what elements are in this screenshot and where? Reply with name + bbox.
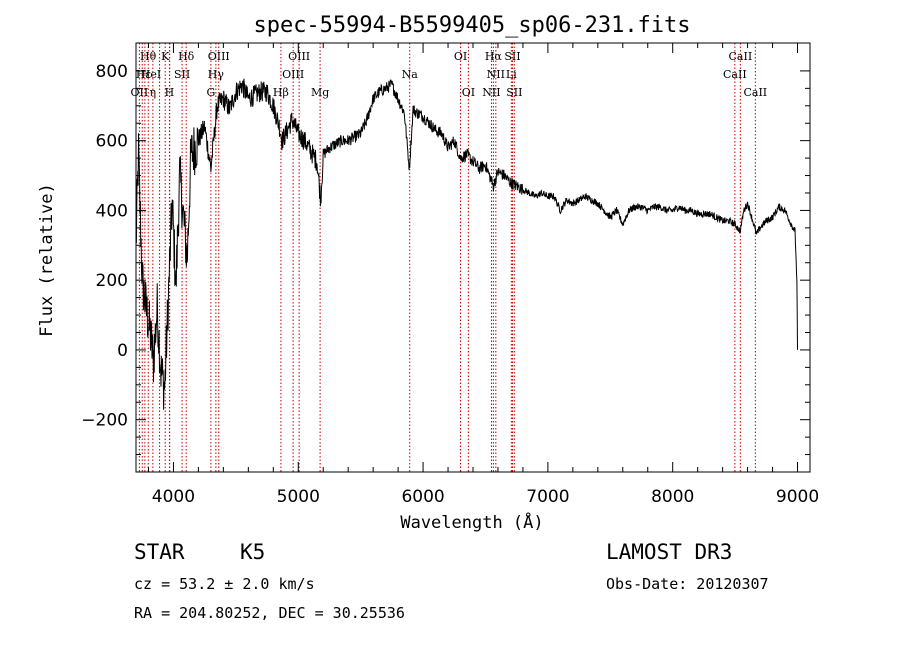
line-label: OI xyxy=(462,86,475,99)
line-label: OII xyxy=(131,86,149,99)
line-label: Na xyxy=(402,68,419,81)
line-label: Hβ xyxy=(273,86,289,99)
line-label: K xyxy=(161,50,170,63)
line-label: SII xyxy=(174,68,190,81)
spectrum-line xyxy=(135,78,798,410)
line-label: OIII xyxy=(208,50,230,63)
line-label: OI xyxy=(454,50,467,63)
y-tick-label: 0 xyxy=(117,341,128,361)
line-label: H xyxy=(165,86,175,99)
line-label: SII xyxy=(506,86,522,99)
spectrum-chart: spec-55994-B5599405_sp06-231.fits Hθ OII H… xyxy=(37,13,819,533)
x-tick-label: 8000 xyxy=(651,487,694,507)
plot-frame xyxy=(135,42,811,473)
y-tick-label: 400 xyxy=(96,201,128,221)
line-label: G xyxy=(206,86,215,99)
object-subclass: K5 xyxy=(240,540,266,564)
line-label: Li xyxy=(506,68,517,81)
emission-line-markers xyxy=(138,43,756,472)
line-label: OIII xyxy=(288,50,310,63)
object-class: STAR xyxy=(134,540,185,564)
observation-date: Obs-Date: 20120307 xyxy=(606,575,769,593)
x-axis-label: Wavelength (Å) xyxy=(400,511,543,533)
x-tick-label: 4000 xyxy=(152,487,195,507)
line-label: NII xyxy=(487,68,505,81)
x-tick-label: 9000 xyxy=(776,487,819,507)
line-label: NII xyxy=(482,86,500,99)
line-label: CaII xyxy=(729,50,753,63)
line-label: SII xyxy=(504,50,520,63)
survey-name: LAMOST DR3 xyxy=(606,540,733,564)
line-label: CaII xyxy=(743,86,767,99)
y-tick-label: −200 xyxy=(81,411,128,431)
line-label: CaII xyxy=(723,68,747,81)
axis-ticks: 4000 5000 6000 7000 8000 9000 −200 0 200 400 600 80… xyxy=(81,43,819,507)
y-tick-label: 200 xyxy=(96,271,128,291)
x-tick-label: 5000 xyxy=(277,487,320,507)
y-tick-label: 800 xyxy=(96,62,128,82)
line-label: OIII xyxy=(282,68,304,81)
coordinates: RA = 204.80252, DEC = 30.25536 xyxy=(134,604,405,622)
x-tick-label: 6000 xyxy=(401,487,444,507)
y-axis-label: Flux (relative) xyxy=(37,183,57,337)
line-label: Hα xyxy=(485,50,503,63)
line-label: η xyxy=(150,86,157,99)
chart-title: spec-55994-B5599405_sp06-231.fits xyxy=(253,13,690,38)
line-label: Mg xyxy=(311,86,329,99)
line-label: Hγ xyxy=(208,68,225,81)
redshift-velocity: cz = 53.2 ± 2.0 km/s xyxy=(134,575,315,593)
y-tick-label: 600 xyxy=(96,132,128,152)
line-label: Hθ xyxy=(140,50,157,63)
line-label: HeI xyxy=(141,68,161,81)
line-label: Hδ xyxy=(178,50,195,63)
x-tick-label: 7000 xyxy=(526,487,569,507)
